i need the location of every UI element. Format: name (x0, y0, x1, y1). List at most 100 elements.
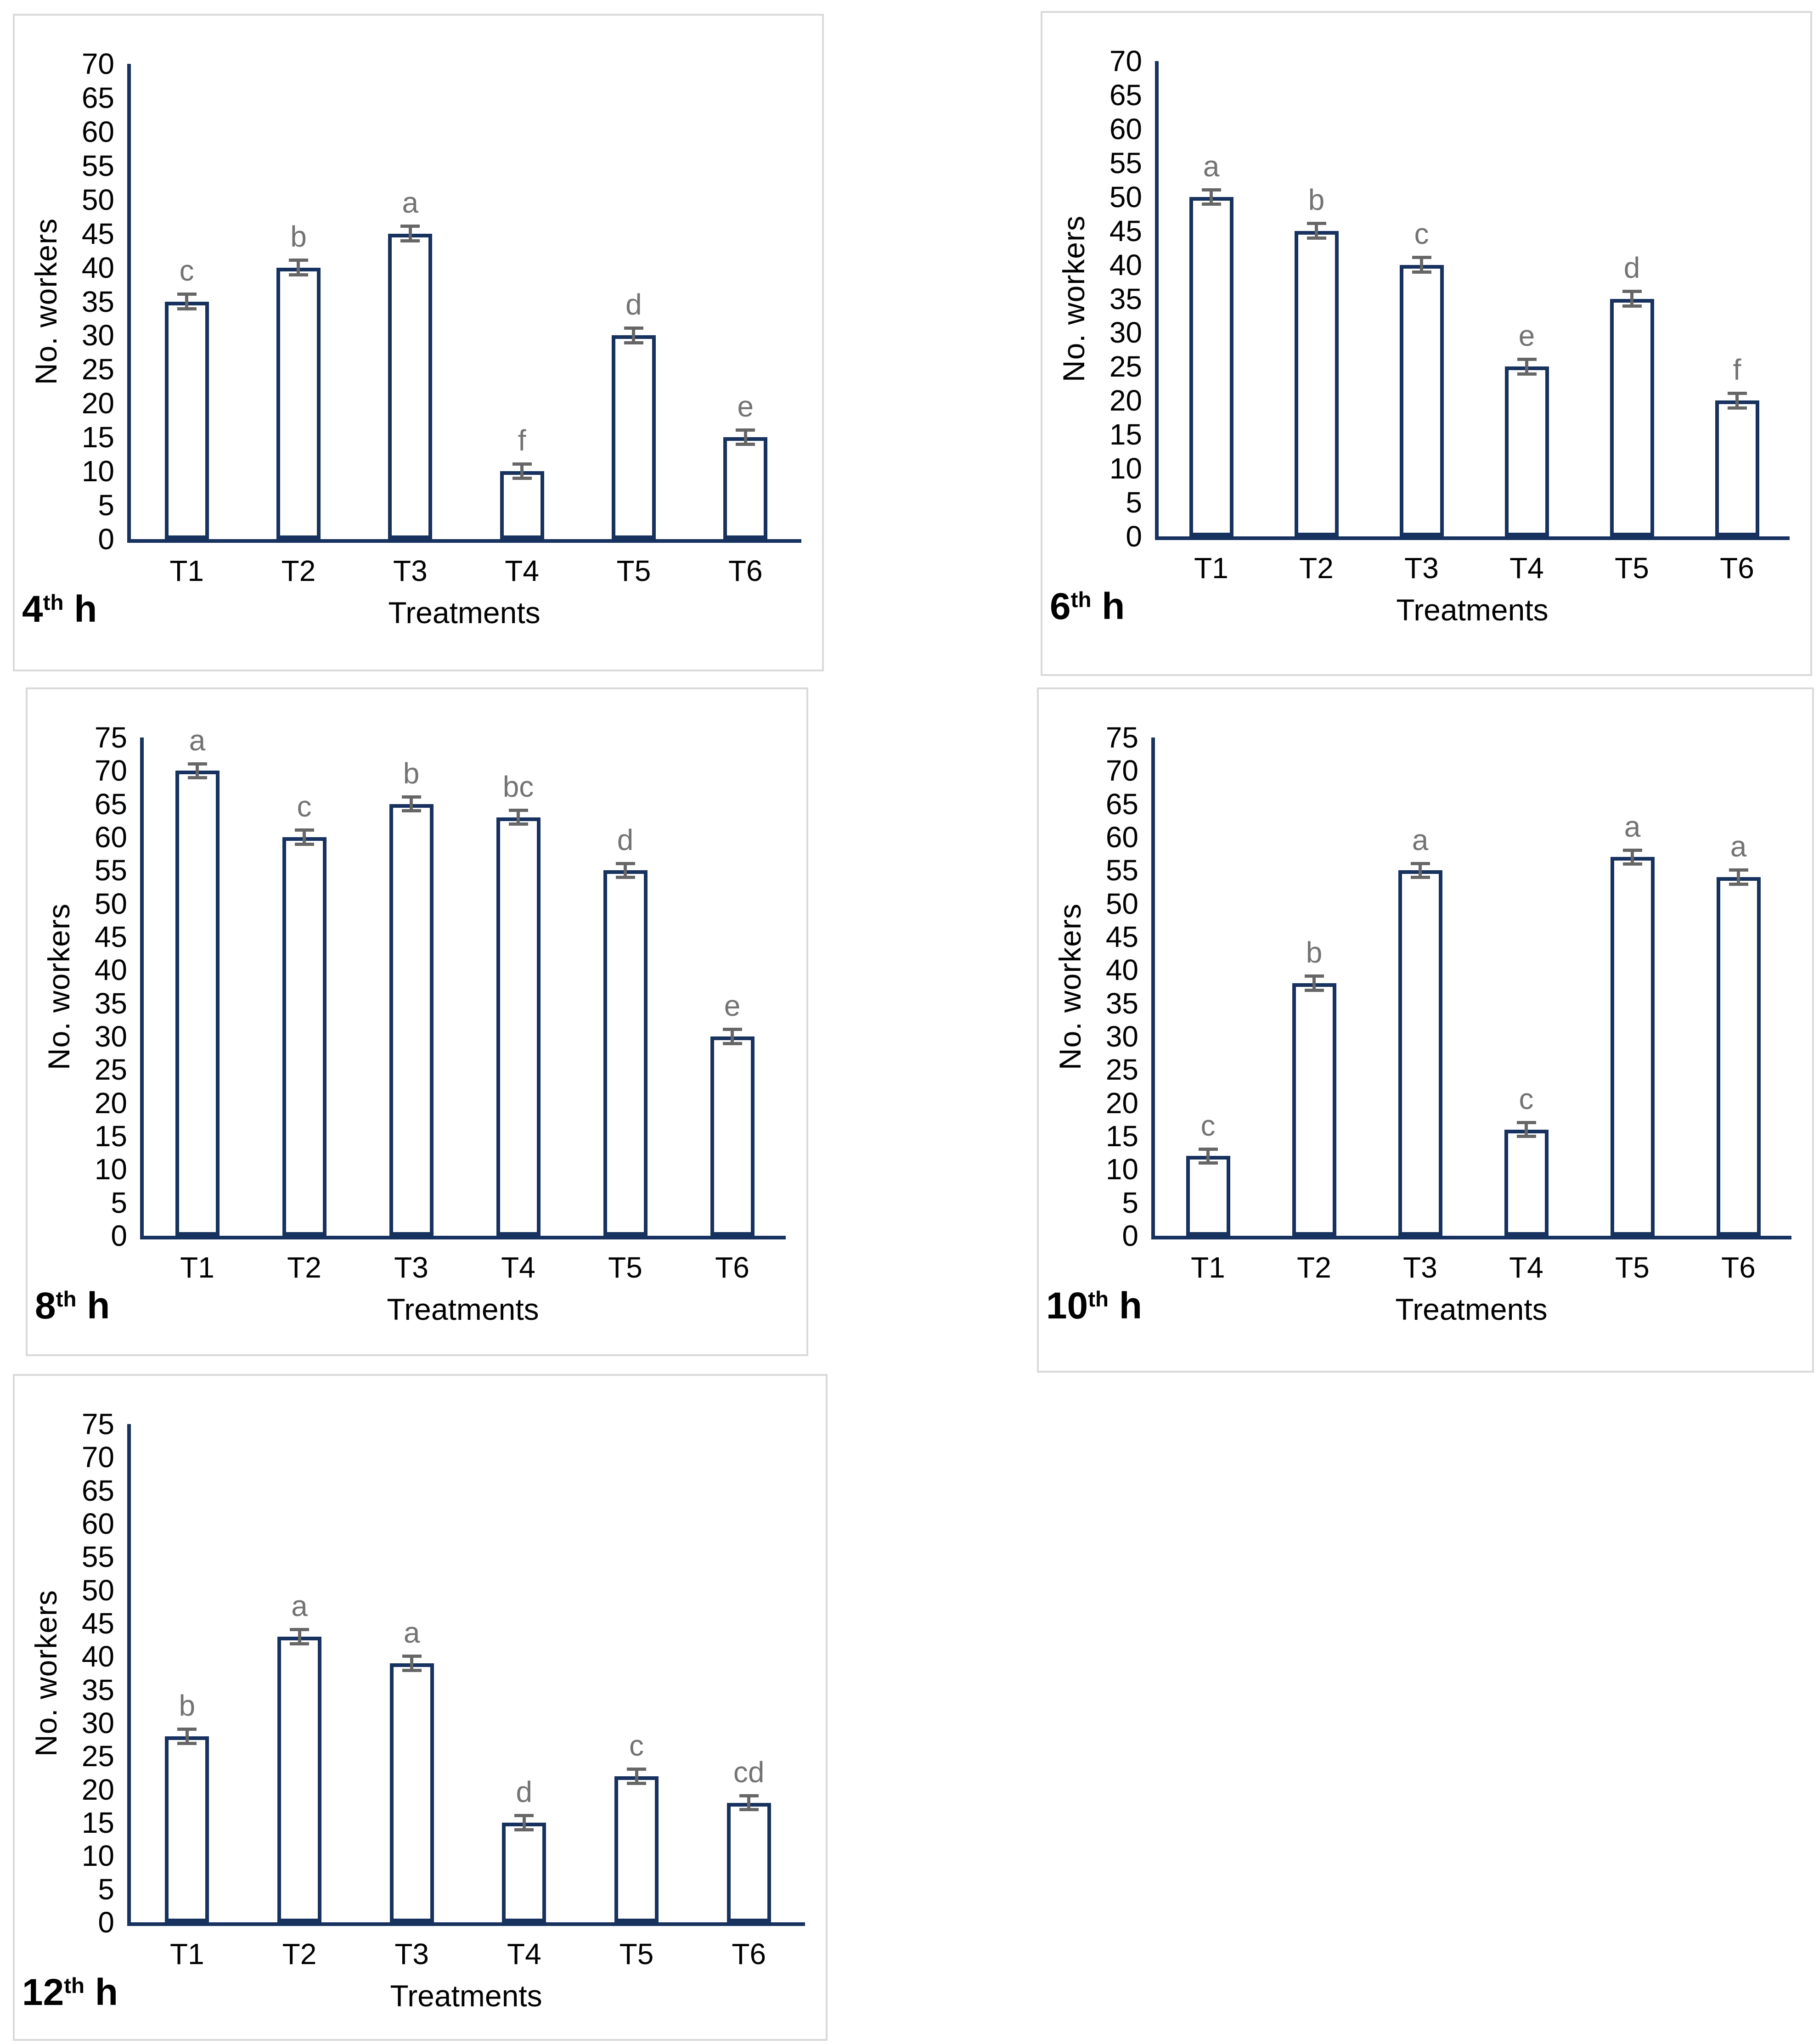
bar-T3 (1398, 870, 1442, 1236)
y-tick-label: 0 (98, 523, 114, 556)
bar-slot-T4: bc (465, 738, 572, 1236)
y-tick-label: 60 (81, 115, 114, 148)
y-tick-label: 45 (81, 217, 114, 250)
error-bar-cap-bottom (1198, 1161, 1218, 1165)
y-tick-label: 35 (1109, 282, 1142, 315)
y-axis-title: No. workers (26, 64, 66, 539)
x-tick-label: T1 (180, 1251, 214, 1284)
y-tick-label: 0 (1122, 1219, 1138, 1252)
error-bar-cap-bottom (294, 842, 314, 846)
error-bar-cap-top (187, 762, 207, 766)
y-tick-label: 50 (94, 887, 127, 920)
chart-body: No. workers 0 5 10 15 20 25 30 35 40 45 50 55 60 65 70 7… (1050, 723, 1791, 1326)
error-bar (1729, 868, 1748, 886)
error-bar-cap-bottom (1412, 270, 1431, 274)
error-bar-cap-bottom (1410, 876, 1430, 879)
panel-8th-h: No. workers 0 5 10 15 20 25 30 35 40 45 50 55 60 65 70 7… (26, 687, 808, 1356)
error-bar-cap-bottom (401, 809, 421, 813)
error-bar-stem (185, 296, 189, 307)
sig-letter: b (290, 220, 307, 253)
error-bar-cap-bottom (288, 273, 308, 276)
error-bar (1304, 974, 1324, 992)
bar-slot-T3: a (1367, 738, 1473, 1236)
bar-T6 (1715, 400, 1759, 536)
error-bar-stem (410, 798, 413, 810)
error-bar-stem (1206, 1150, 1210, 1162)
error-bar-cap-top (1307, 222, 1326, 225)
sig-letter: c (1414, 217, 1429, 251)
x-axis-title: Treatments (387, 1292, 539, 1327)
error-bar-cap-top (1727, 392, 1747, 395)
error-bar-stem (1737, 872, 1740, 883)
x-tick-label: T1 (169, 554, 204, 587)
x-tick-label: T2 (282, 1937, 317, 1971)
error-bar-stem (624, 865, 627, 876)
x-tick-label: T3 (394, 1251, 428, 1284)
x-tick-label: T5 (1615, 552, 1649, 585)
sig-letter: a (1730, 830, 1747, 863)
error-bar-stem (410, 1658, 414, 1669)
bar-T6 (710, 1036, 755, 1236)
bar-T4 (502, 1823, 546, 1922)
y-tick-label: 10 (1109, 452, 1142, 485)
panel-label-number: 6 (1050, 586, 1071, 627)
error-bar-cap-bottom (1516, 1135, 1536, 1138)
y-tick-label: 15 (1105, 1120, 1138, 1153)
chart-body: No. workers 0 5 10 15 20 25 30 35 40 45 50 55 60 65 70 7… (26, 1409, 805, 2013)
y-tick-label: 65 (81, 81, 114, 114)
bar-T1 (1189, 197, 1233, 536)
y-axis-ticks: 0 5 10 15 20 25 30 35 40 45 50 55 60 65 70 75 (1090, 723, 1151, 1250)
y-tick-label: 30 (1105, 1020, 1138, 1053)
error-bar (1198, 1147, 1218, 1165)
panel-12th-h: No. workers 0 5 10 15 20 25 30 35 40 45 50 55 60 65 70 7… (13, 1374, 828, 2041)
x-tick-label: T2 (287, 1251, 321, 1284)
panel-label-suffix: h (1109, 1285, 1142, 1327)
bar-T2 (282, 837, 327, 1236)
error-bar-stem (743, 432, 747, 443)
bar-T1 (165, 1736, 209, 1922)
error-bar-stem (1525, 361, 1528, 372)
error-bar-stem (1419, 865, 1422, 876)
error-bar (512, 462, 532, 480)
error-bar-cap-top (1516, 1121, 1536, 1124)
error-bar-cap-top (400, 225, 420, 228)
error-bar-cap-bottom (624, 341, 643, 344)
bar-chart-4th-h: No. workers 0 5 10 15 20 25 30 35 40 45 50 55 60 65 70 c… (15, 16, 822, 670)
error-bar (1201, 188, 1221, 206)
x-tick-label: T3 (393, 554, 428, 587)
error-bar-stem (1735, 395, 1739, 406)
error-bar-cap-bottom (512, 477, 532, 480)
error-bar-cap-top (615, 862, 635, 865)
error-bar-cap-bottom (627, 1781, 647, 1785)
sig-letter: d (1623, 251, 1640, 285)
error-bar-stem (1315, 225, 1318, 236)
error-bar-cap-top (402, 1655, 422, 1658)
y-axis-ticks: 0 5 10 15 20 25 30 35 40 45 50 55 60 65 70 (66, 49, 127, 554)
error-bar-stem (520, 465, 524, 477)
x-tick-label: T6 (1720, 552, 1754, 585)
y-tick-label: 5 (111, 1186, 127, 1219)
plot-area: a c b bc d e (140, 726, 786, 1239)
error-bar (1307, 222, 1326, 240)
y-tick-label: 40 (1109, 248, 1142, 282)
x-tick-label: T1 (1191, 1251, 1225, 1284)
error-bar-cap-top (1410, 862, 1430, 865)
bar-slot-T6: e (679, 738, 786, 1236)
y-tick-label: 10 (94, 1153, 127, 1186)
y-axis-ticks: 0 5 10 15 20 25 30 35 40 45 50 55 60 65 70 75 (79, 723, 140, 1250)
error-bar-cap-bottom (1517, 372, 1537, 376)
y-tick-label: 40 (94, 953, 127, 987)
bar-T2 (1294, 231, 1339, 536)
y-tick-label: 60 (94, 821, 127, 854)
y-tick-label: 35 (81, 285, 114, 318)
y-tick-label: 10 (1105, 1153, 1138, 1186)
x-axis-title: Treatments (390, 1979, 542, 2013)
chart-body: No. workers 0 5 10 15 20 25 30 35 40 45 50 55 60 65 70 c… (26, 49, 801, 630)
bar-slot-T3: a (355, 64, 466, 539)
error-bar-cap-top (722, 1028, 742, 1031)
sig-letter: e (724, 989, 741, 1023)
panel-4th-h: No. workers 0 5 10 15 20 25 30 35 40 45 50 55 60 65 70 c… (13, 14, 824, 671)
sig-letter: c (1200, 1109, 1216, 1142)
panel-label-ordinal: th (43, 590, 64, 615)
